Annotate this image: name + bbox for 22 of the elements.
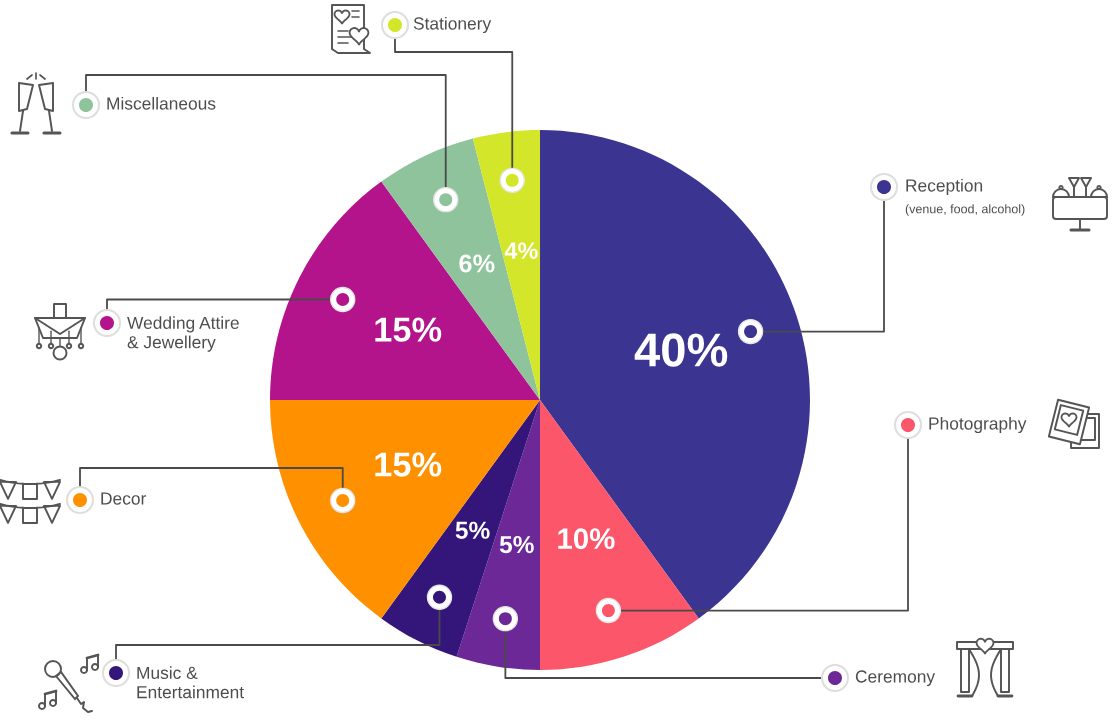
data-label: 6% <box>459 254 495 273</box>
pie-slice <box>456 400 540 670</box>
text: (venue, food, alcohol) <box>905 204 1025 216</box>
data-label: 40% <box>634 333 728 367</box>
legend-label: Stationery <box>413 16 492 34</box>
legend-label: Photography <box>929 416 1027 434</box>
pie-slice <box>270 181 540 400</box>
legend-label: Reception <box>906 178 983 196</box>
pie-slice <box>540 400 699 670</box>
legend-label: Wedding Attire & Jewellery <box>127 316 239 352</box>
pie-slice <box>540 130 810 619</box>
legend-label: Music & Entertainment <box>137 666 244 699</box>
data-label: 5% <box>455 521 490 539</box>
data-label: 5% <box>499 535 534 554</box>
data-label: 15% <box>375 317 442 342</box>
data-label: 4% <box>504 242 538 259</box>
legend-label: Decor <box>101 492 147 505</box>
pie-slice <box>270 400 540 619</box>
data-label: 15% <box>375 452 442 477</box>
data-label: 10% <box>558 528 615 550</box>
legend-label: Ceremony <box>855 670 936 687</box>
legend-label: Miscellaneous <box>107 96 216 110</box>
